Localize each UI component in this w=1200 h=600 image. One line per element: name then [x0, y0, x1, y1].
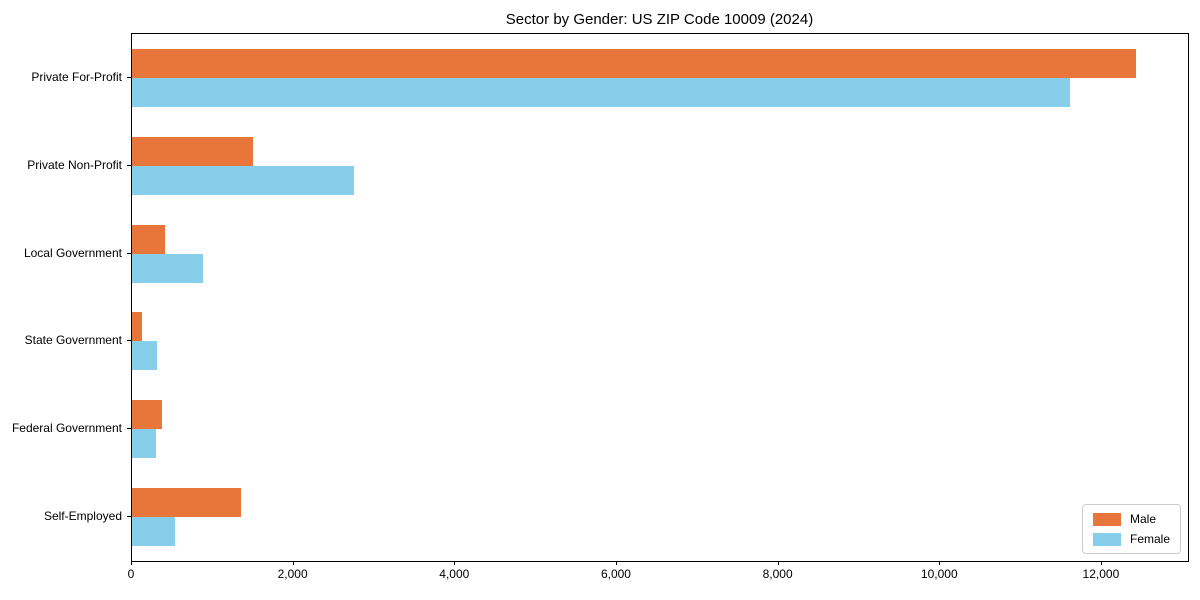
ytick-mark [127, 165, 131, 166]
bar-male [132, 312, 143, 342]
chart-title: Sector by Gender: US ZIP Code 10009 (202… [505, 11, 814, 28]
bar-male [132, 400, 162, 430]
legend-label-female: Female [1129, 532, 1170, 546]
xtick-mark [454, 561, 455, 565]
xtick-label: 10,000 [920, 567, 958, 581]
bar-female [132, 165, 355, 195]
bar-female [132, 253, 203, 283]
xtick-label: 0 [127, 567, 135, 581]
bar-male [132, 224, 166, 254]
ytick-mark [127, 253, 131, 254]
bar-group-local-government [132, 210, 1188, 298]
legend-entry-male: Male [1092, 512, 1170, 526]
bar-female [132, 77, 1070, 107]
xtick-mark [1101, 561, 1102, 565]
xtick-label: 6,000 [600, 567, 631, 581]
ytick-label: Federal Government [11, 421, 122, 436]
xtick-label: 12,000 [1082, 567, 1120, 581]
bar-group-federal-government [132, 385, 1188, 473]
legend-swatch-male [1092, 512, 1121, 526]
xtick-mark [939, 561, 940, 565]
ytick-label: Local Government [23, 245, 122, 260]
bar-male [132, 136, 254, 166]
bar-group-state-government [132, 298, 1188, 386]
ytick-mark [127, 340, 131, 341]
bar-male [132, 48, 1136, 78]
xtick-mark [293, 561, 294, 565]
bar-group-private-non-profit [132, 122, 1188, 210]
ytick-mark [127, 428, 131, 429]
bar-female [132, 517, 176, 547]
legend: Male Female [1081, 504, 1181, 554]
ytick-label: Self-Employed [43, 509, 122, 524]
xtick-label: 4,000 [439, 567, 470, 581]
ytick-label: Private For-Profit [31, 69, 122, 84]
ytick-label: State Government [24, 333, 122, 348]
bar-group-self-employed [132, 473, 1188, 561]
plot-area: Male Female [131, 33, 1189, 562]
xtick-mark [616, 561, 617, 565]
legend-label-male: Male [1129, 512, 1156, 526]
xtick-mark [778, 561, 779, 565]
bar-female [132, 429, 157, 459]
xtick-label: 8,000 [762, 567, 793, 581]
bar-female [132, 341, 157, 371]
legend-entry-female: Female [1092, 532, 1170, 546]
bar-group-private-for-profit [132, 34, 1188, 122]
legend-swatch-female [1092, 532, 1121, 546]
ytick-mark [127, 516, 131, 517]
ytick-label: Private Non-Profit [27, 157, 122, 172]
xtick-label: 2,000 [277, 567, 308, 581]
bar-male [132, 488, 242, 518]
xtick-mark [131, 561, 132, 565]
ytick-mark [127, 77, 131, 78]
